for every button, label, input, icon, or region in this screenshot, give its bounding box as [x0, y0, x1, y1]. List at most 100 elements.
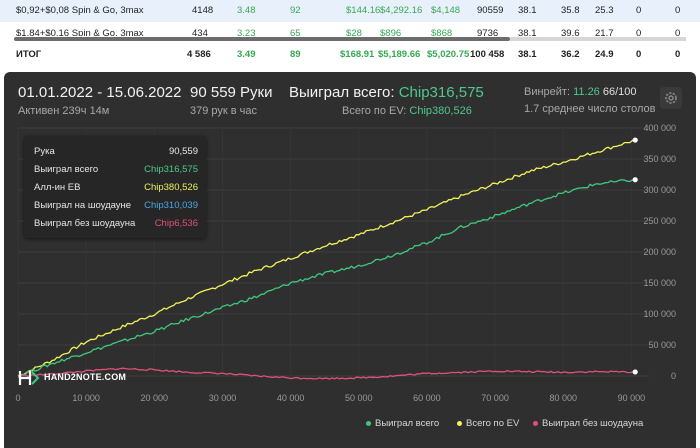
cell: 0 — [636, 28, 642, 36]
cell: 434 — [192, 28, 208, 36]
table-total-row: ИТОГ 4 586 3.49 89 $168.91 $5,189.66 $5,… — [0, 44, 700, 64]
tooltip-label: Алл-ин ЕВ — [34, 182, 81, 193]
cell: 0 — [675, 5, 681, 16]
cell: 4148 — [192, 5, 214, 16]
won-total: Выиграл всего: Chip316,575 — [289, 84, 484, 101]
cell: 89 — [290, 49, 301, 60]
graph-panel: 01.01.2022 - 15.06.2022 Активен 239ч 14м… — [4, 72, 696, 448]
cell: 3.48 — [237, 5, 256, 16]
chart-tooltip: Рука 90,559 Выиграл всего Chip316,575 Алл-… — [24, 136, 206, 238]
date-range[interactable]: 01.01.2022 - 15.06.2022 — [18, 84, 182, 101]
y-tick-label: 100 000 — [643, 309, 676, 319]
cell: 4 586 — [187, 49, 211, 60]
tooltip-value: Chip316,575 — [144, 164, 198, 175]
horizontal-scrollbar-track[interactable] — [510, 37, 686, 41]
cell: 24.9 — [595, 49, 614, 60]
cell: 100 458 — [470, 49, 505, 60]
tooltip-row: Выиграл всего Chip316,575 — [34, 164, 198, 175]
tooltip-row: Выиграл без шоудауна Chip6,536 — [34, 218, 198, 229]
x-tick-label: 60 000 — [413, 393, 441, 403]
series-endpoint — [632, 369, 638, 375]
series-line — [17, 367, 636, 380]
cell: 3.23 — [237, 28, 256, 36]
table-row[interactable]: $1,84+$0,16 Spin & Go, 3max 434 3.23 65 … — [0, 22, 700, 36]
legend-marker — [366, 420, 371, 426]
tooltip-row: Алл-ин ЕВ Chip380,526 — [34, 182, 198, 193]
cell: 0 — [675, 28, 681, 36]
y-tick-label: 250 000 — [643, 216, 676, 226]
cell: 92 — [290, 5, 301, 16]
cell: 0 — [636, 49, 642, 60]
tooltip-label: Выиграл всего — [34, 164, 99, 175]
x-tick-label: 90 000 — [618, 393, 646, 403]
winrate: Винрейт: 11.26 66/100 — [524, 86, 637, 98]
ev-total-label: Всего по EV: — [342, 105, 410, 117]
x-tick-label: 20 000 — [141, 393, 169, 403]
winrate-value: 11.26 — [573, 86, 600, 98]
tooltip-value: Chip380,526 — [144, 182, 198, 193]
legend-label: Выиграл всего — [375, 418, 440, 429]
cell: $896 — [380, 28, 402, 36]
x-tick-label: 70 000 — [481, 393, 509, 403]
ev-total-value: Chip380,526 — [409, 105, 472, 117]
active-time: Активен 239ч 14м — [18, 105, 110, 117]
tooltip-label: Выиграл на шоудауне — [34, 200, 132, 211]
tooltip-row: Рука 90,559 — [34, 146, 198, 157]
legend-item[interactable]: Выиграл всего — [366, 418, 439, 429]
series-line — [17, 179, 636, 378]
cell: $4,292.16 — [380, 5, 423, 16]
x-tick-label: 30 000 — [209, 393, 237, 403]
table-row[interactable]: $0,92+$0,08 Spin & Go, 3max 4148 3.48 92… — [0, 0, 700, 22]
tooltip-label: Выиграл без шоудауна — [34, 218, 136, 229]
cell: $5,020.75 — [427, 49, 470, 60]
tooltip-label: Рука — [34, 146, 55, 157]
tooltip-row: Выиграл на шоудауне Chip310,039 — [34, 200, 198, 211]
avg-tables: 1.7 среднее число столов — [524, 103, 656, 115]
winrate-label: Винрейт: — [524, 86, 574, 98]
tooltip-value: 90,559 — [168, 146, 198, 157]
y-tick-label: 0 — [671, 371, 676, 381]
x-tick-label: 50 000 — [345, 393, 373, 403]
won-total-value: Chip316,575 — [398, 84, 484, 101]
legend-marker — [457, 420, 462, 426]
tooltip-value: Chip310,039 — [144, 200, 198, 211]
legend-marker — [533, 420, 538, 426]
legend-label: Выиграл без шоудауна — [542, 418, 644, 429]
cell: 3.49 — [237, 49, 256, 60]
cell: 39.6 — [561, 28, 580, 36]
horizontal-scrollbar-thumb[interactable] — [14, 37, 510, 41]
y-tick-label: 400 000 — [643, 123, 676, 133]
legend-item[interactable]: Всего по EV — [457, 418, 519, 429]
cell: 25.3 — [595, 5, 614, 16]
y-tick-label: 150 000 — [643, 278, 676, 288]
hand2note-logo-icon — [18, 371, 40, 385]
settings-button[interactable] — [660, 87, 682, 109]
legend-item[interactable]: Выиграл без шоудауна — [533, 418, 643, 429]
row-name: ИТОГ — [16, 49, 42, 60]
cell: 21.7 — [595, 28, 614, 36]
logo-text: HAND2NOTE.COM — [44, 372, 127, 382]
stats-table: $0,92+$0,08 Spin & Go, 3max 4148 3.48 92… — [0, 0, 700, 64]
cell: $4,148 — [431, 5, 461, 16]
cell: 38.1 — [518, 5, 537, 16]
cell: 35.8 — [561, 5, 580, 16]
cell: 65 — [290, 28, 301, 36]
series-endpoint — [632, 137, 638, 143]
series-endpoint — [632, 177, 638, 183]
cell: $5,189.66 — [378, 49, 421, 60]
hand2note-logo: HAND2NOTE.COM — [18, 369, 126, 387]
y-tick-label: 200 000 — [643, 247, 676, 257]
hands-per-hour: 379 рук в час — [190, 105, 258, 117]
cell: $168.91 — [340, 49, 375, 60]
x-tick-label: 40 000 — [277, 393, 305, 403]
hands-count: 90 559 Руки — [190, 84, 273, 101]
cell: 9736 — [477, 28, 499, 36]
row-name: $0,92+$0,08 Spin & Go, 3max — [16, 5, 144, 16]
cell: 0 — [675, 49, 681, 60]
ev-total: Всего по EV: Chip380,526 — [342, 105, 472, 117]
tooltip-value: Chip6,536 — [154, 218, 198, 229]
gear-icon — [665, 92, 677, 104]
cell: 38.1 — [518, 28, 537, 36]
cell: 36.2 — [561, 49, 580, 60]
